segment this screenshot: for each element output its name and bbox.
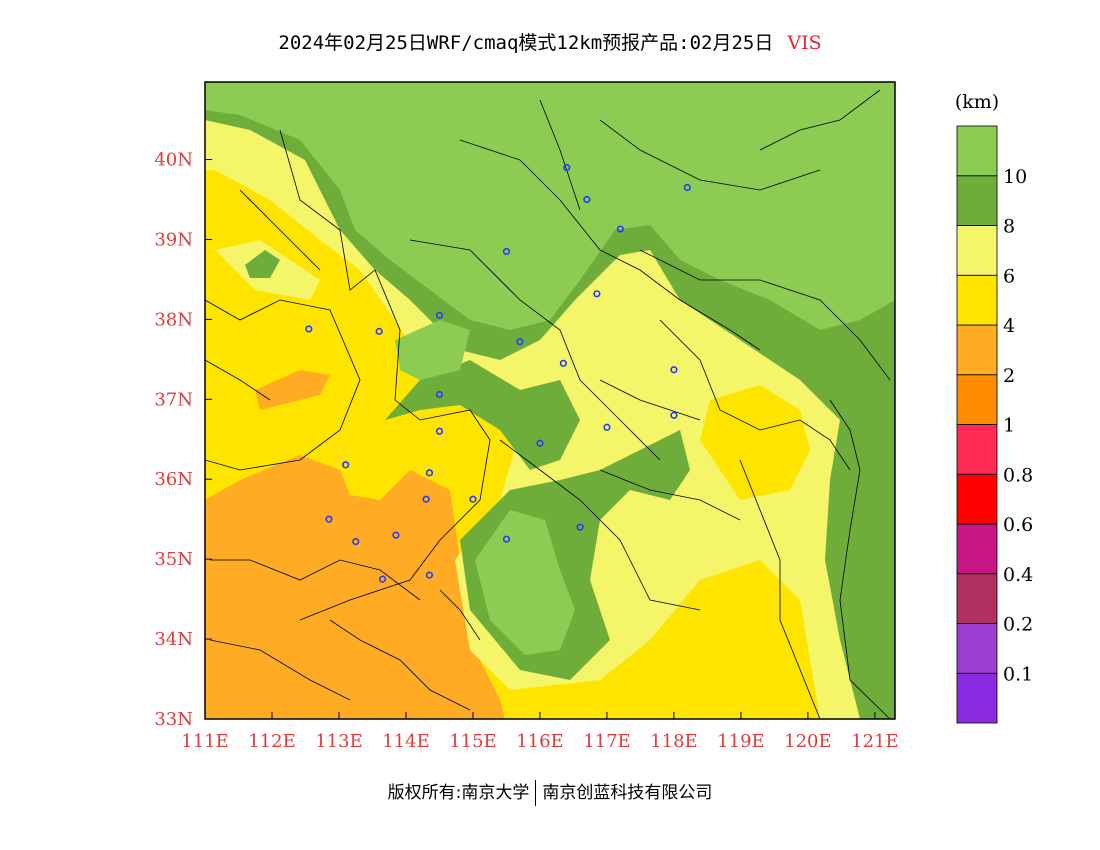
colorbar-swatch	[956, 672, 998, 724]
x-tick-label: 111E	[181, 731, 229, 752]
city-marker	[593, 290, 601, 298]
chart-title: 2024年02月25日WRF/cmaq模式12km预报产品:02月25日 VIS	[0, 28, 1100, 55]
colorbar-swatch	[956, 324, 998, 376]
city-marker	[576, 523, 584, 531]
x-tick-label: 119E	[717, 731, 765, 752]
city-marker	[502, 535, 511, 543]
city-marker	[559, 359, 567, 367]
city-marker	[536, 439, 544, 447]
x-tick-label: 117E	[583, 731, 631, 752]
colorbar: 0.1 0.2 0.4 0.6 0.8 1 2 4 6 8 10 (km)	[955, 91, 1033, 724]
city-marker	[425, 469, 434, 477]
title-variable: VIS	[787, 32, 822, 54]
footer-separator	[535, 780, 537, 806]
city-markers	[305, 163, 691, 583]
y-tick-label: 36N	[154, 469, 193, 490]
colorbar-swatch	[956, 374, 998, 425]
city-marker	[603, 423, 611, 431]
colorbar-swatch	[956, 225, 998, 276]
colorbar-swatch	[956, 175, 998, 226]
colorbar-swatch	[956, 125, 998, 177]
city-marker	[305, 325, 313, 333]
colorbar-swatch	[956, 424, 998, 475]
y-tick-label: 35N	[154, 549, 193, 570]
city-marker	[422, 495, 430, 503]
city-marker	[616, 225, 624, 233]
city-marker	[392, 531, 400, 539]
x-tick-label: 113E	[315, 731, 363, 752]
city-marker	[683, 183, 691, 192]
colorbar-swatch	[956, 473, 998, 525]
colorbar-label: 8	[1003, 216, 1015, 238]
colorbar-swatch	[956, 523, 998, 575]
city-marker	[375, 327, 383, 335]
colorbar-label: 0.8	[1003, 464, 1033, 486]
city-marker	[352, 537, 360, 546]
y-tick-label: 39N	[154, 229, 193, 250]
city-marker	[378, 575, 387, 583]
y-tick-label: 34N	[154, 629, 193, 650]
x-tick-label: 118E	[650, 731, 698, 752]
city-marker	[469, 495, 477, 503]
y-tick-label: 40N	[154, 150, 193, 171]
colorbar-label: 0.2	[1003, 614, 1033, 636]
footer-left: 版权所有:南京大学	[387, 783, 530, 803]
city-marker	[670, 366, 678, 374]
x-tick-label: 116E	[516, 731, 564, 752]
city-marker	[425, 571, 434, 579]
visibility-field	[205, 82, 895, 719]
city-marker	[435, 427, 444, 435]
x-tick-label: 121E	[851, 731, 899, 752]
colorbar-label: 2	[1003, 365, 1015, 387]
city-marker	[435, 390, 444, 399]
colorbar-label: 10	[1003, 166, 1027, 188]
city-marker	[563, 163, 571, 172]
colorbar-label: 0.6	[1003, 514, 1033, 536]
x-tick-label: 112E	[248, 731, 296, 752]
city-marker	[516, 338, 524, 346]
colorbar-label: 0.4	[1003, 564, 1033, 586]
x-tick-label: 115E	[449, 731, 497, 752]
city-marker	[670, 411, 678, 419]
axis-ticks: 111E 112E 113E 114E 115E 116E 117E 118E 119E 120E…	[154, 150, 898, 752]
plot-frame	[204, 81, 896, 720]
footer-right: 南京创蓝科技有限公司	[542, 783, 713, 803]
colorbar-label: 6	[1003, 265, 1015, 287]
x-tick-label: 120E	[784, 731, 832, 752]
colorbar-label: 1	[1003, 415, 1015, 437]
city-marker	[583, 195, 591, 204]
y-tick-label: 37N	[154, 389, 193, 410]
boundary-lines	[205, 89, 891, 719]
city-marker	[342, 461, 350, 469]
colorbar-label: 0.1	[1003, 663, 1033, 685]
colorbar-swatch	[956, 274, 998, 326]
city-marker	[502, 247, 511, 256]
x-tick-label: 114E	[382, 731, 430, 752]
colorbar-unit: (km)	[955, 91, 999, 113]
title-main-text: 2024年02月25日WRF/cmaq模式12km预报产品:02月25日	[278, 32, 774, 54]
colorbar-swatch	[956, 623, 998, 674]
colorbar-swatch	[956, 573, 998, 624]
city-marker	[435, 311, 444, 319]
y-tick-label: 33N	[154, 709, 193, 730]
footer-credits: 版权所有:南京大学 南京创蓝科技有限公司	[0, 778, 1100, 806]
colorbar-label: 4	[1003, 315, 1015, 337]
y-tick-label: 38N	[154, 309, 193, 330]
city-marker	[325, 515, 333, 523]
